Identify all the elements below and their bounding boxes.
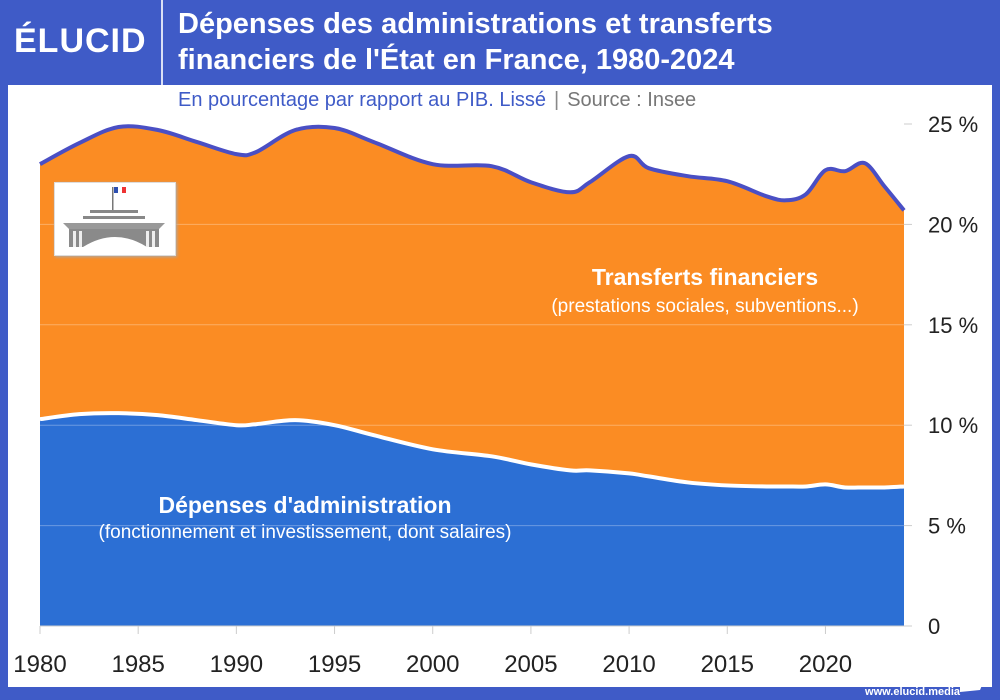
y-tick-label: 0: [928, 614, 940, 639]
parliament-building-image: [54, 182, 176, 256]
title-line-1: Dépenses des administrations et transfer…: [178, 8, 773, 40]
x-tick-label: 1985: [111, 651, 164, 678]
chart-title: Dépenses des administrations et transfer…: [178, 6, 773, 78]
total-line: [39, 124, 906, 212]
administration-name: Dépenses d'administration: [158, 492, 452, 518]
assemblee-nationale-icon: [63, 187, 165, 247]
x-tick-label: 1995: [308, 651, 361, 678]
title-line-2: financiers de l'État en France, 1980-202…: [178, 44, 735, 76]
header-divider: [161, 0, 163, 85]
y-tick-label: 25 %: [928, 112, 978, 137]
administration-label: Dépenses d'administration (fonctionnemen…: [40, 492, 570, 544]
y-tick-label: 15 %: [928, 313, 978, 338]
x-tick-label: 2010: [602, 651, 655, 678]
administration-subname: (fonctionnement et investissement, dont …: [98, 522, 512, 543]
transferts-subname: (prestations sociales, subventions...): [551, 296, 859, 317]
transferts-label: Transferts financiers (prestations socia…: [500, 264, 910, 318]
administration-area: [40, 413, 904, 626]
y-tick-label: 20 %: [928, 212, 978, 237]
administration-line: [39, 411, 905, 490]
elucid-flag-icon: [960, 676, 986, 692]
x-tick-label: 1980: [13, 651, 66, 678]
elucid-logo: ÉLUCID: [14, 22, 147, 60]
transferts-name: Transferts financiers: [591, 264, 819, 290]
subtitle-text: En pourcentage par rapport au PIB. Lissé: [178, 89, 547, 111]
y-tick-label: 5 %: [928, 514, 966, 539]
x-tick-label: 2015: [701, 651, 754, 678]
subtitle: En pourcentage par rapport au PIB. Lissé…: [178, 89, 696, 112]
y-tick-label: 10 %: [928, 413, 978, 438]
footer-url: www.elucid.media: [865, 686, 960, 698]
source-text: Source : Insee: [567, 89, 697, 111]
x-tick-label: 2000: [406, 651, 459, 678]
x-tick-label: 1990: [210, 651, 263, 678]
x-tick-label: 2005: [504, 651, 557, 678]
header: ÉLUCID Dépenses des administrations et t…: [0, 0, 1000, 85]
subtitle-separator: |: [554, 89, 560, 111]
x-tick-label: 2020: [799, 651, 852, 678]
